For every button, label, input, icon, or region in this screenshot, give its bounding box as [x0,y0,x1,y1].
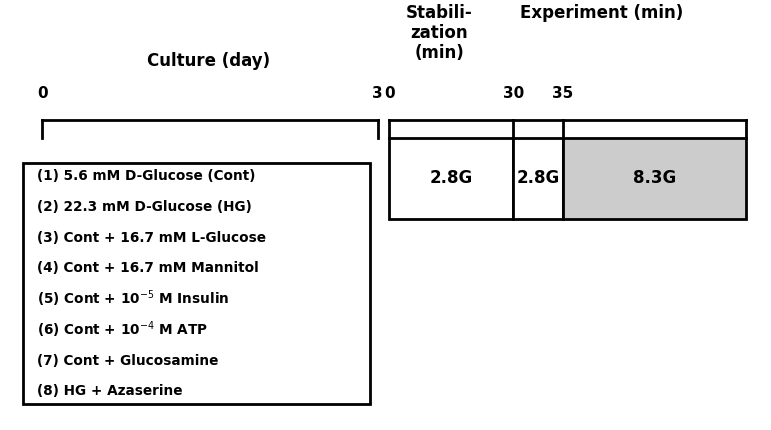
Text: (3) Cont + 16.7 mM L-Glucose: (3) Cont + 16.7 mM L-Glucose [37,231,266,245]
Text: Stabili-
zation
(min): Stabili- zation (min) [406,4,473,62]
Bar [23,163,370,404]
Text: 0: 0 [384,86,395,101]
Text: 2.8G: 2.8G [517,169,560,187]
Bar [513,138,563,219]
Bar [563,138,746,219]
Text: Experiment (min): Experiment (min) [520,4,683,22]
Text: (6) Cont + 10$^{-4}$ M ATP: (6) Cont + 10$^{-4}$ M ATP [37,319,208,340]
Text: (5) Cont + 10$^{-5}$ M Insulin: (5) Cont + 10$^{-5}$ M Insulin [37,289,229,310]
Text: 30: 30 [503,86,524,101]
Text: (7) Cont + Glucosamine: (7) Cont + Glucosamine [37,353,218,368]
Text: (4) Cont + 16.7 mM Mannitol: (4) Cont + 16.7 mM Mannitol [37,261,259,276]
Text: 2.8G: 2.8G [429,169,473,187]
Text: Culture (day): Culture (day) [146,52,270,70]
Bar [389,138,513,219]
Text: (1) 5.6 mM D-Glucose (Cont): (1) 5.6 mM D-Glucose (Cont) [37,169,255,183]
Text: 3: 3 [372,86,383,101]
Text: 35: 35 [552,86,574,101]
Text: 0: 0 [37,86,48,101]
Text: (8) HG + Azaserine: (8) HG + Azaserine [37,384,183,398]
Text: 8.3G: 8.3G [633,169,676,187]
Text: (2) 22.3 mM D-Glucose (HG): (2) 22.3 mM D-Glucose (HG) [37,200,252,214]
